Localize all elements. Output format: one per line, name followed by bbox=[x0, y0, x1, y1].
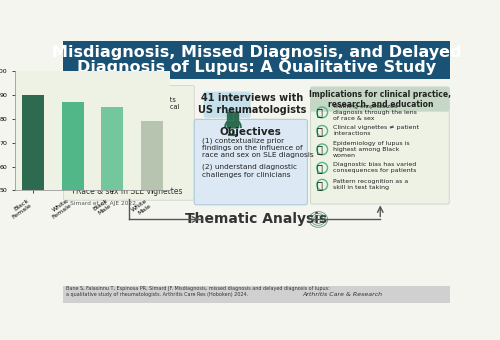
FancyBboxPatch shape bbox=[227, 112, 239, 129]
Text: Diagnosis of Lupus: A Qualitative Study: Diagnosis of Lupus: A Qualitative Study bbox=[76, 60, 436, 75]
Text: Objectives: Objectives bbox=[220, 127, 282, 137]
Text: ✋: ✋ bbox=[227, 109, 234, 122]
FancyBboxPatch shape bbox=[62, 286, 450, 303]
Text: We shared results from a prior
survey study¹ where participants
correctly diagno: We shared results from a prior survey st… bbox=[66, 88, 179, 124]
FancyBboxPatch shape bbox=[310, 87, 449, 112]
Text: Implications for clinical practice,
research, and education: Implications for clinical practice, rese… bbox=[309, 90, 451, 109]
FancyBboxPatch shape bbox=[310, 87, 449, 204]
Text: Race & sex in SLE vignettes: Race & sex in SLE vignettes bbox=[76, 187, 182, 196]
FancyBboxPatch shape bbox=[204, 91, 251, 118]
Text: Epidemiology of lupus is
highest among Black
women: Epidemiology of lupus is highest among B… bbox=[333, 141, 409, 158]
FancyBboxPatch shape bbox=[62, 41, 450, 79]
Text: 🔍: 🔍 bbox=[316, 144, 322, 154]
Text: Clinical vignettes ≠ patient
interactions: Clinical vignettes ≠ patient interaction… bbox=[333, 125, 419, 136]
FancyBboxPatch shape bbox=[194, 119, 308, 205]
Text: Misdiagnosis, Missed Diagnosis, and Delayed: Misdiagnosis, Missed Diagnosis, and Dela… bbox=[52, 45, 461, 60]
Text: Training emphasizes
diagnosis through the lens
of race & sex: Training emphasizes diagnosis through th… bbox=[333, 104, 417, 121]
Text: 🎓: 🎓 bbox=[316, 107, 322, 117]
Text: Arthritis Care & Research: Arthritis Care & Research bbox=[303, 292, 383, 298]
Text: Thematic Analysis: Thematic Analysis bbox=[185, 212, 328, 226]
Text: 41 interviews with
US rheumatologists: 41 interviews with US rheumatologists bbox=[198, 93, 306, 115]
Text: Pattern recognition as a
skill in test taking: Pattern recognition as a skill in test t… bbox=[333, 180, 408, 190]
Text: ❗: ❗ bbox=[316, 163, 322, 173]
Text: ¹ Simard et al. AJE 2022.: ¹ Simard et al. AJE 2022. bbox=[66, 200, 138, 206]
Bar bbox=[62, 102, 84, 309]
Text: Diagnostic bias has varied
consequences for patients: Diagnostic bias has varied consequences … bbox=[333, 163, 416, 173]
Bar bbox=[141, 121, 163, 309]
Text: (1) contextualize prior
findings on the influence of
race and sex on SLE diagnos: (1) contextualize prior findings on the … bbox=[202, 137, 314, 157]
Text: Bane S, Falasinnu T, Espinosa PR, Simard JF. Misdiagnosis, missed diagnosis and : Bane S, Falasinnu T, Espinosa PR, Simard… bbox=[66, 286, 330, 297]
Bar bbox=[22, 95, 44, 309]
FancyBboxPatch shape bbox=[64, 85, 194, 200]
Text: 💻: 💻 bbox=[316, 126, 322, 136]
Text: ⭕: ⭕ bbox=[316, 181, 322, 190]
Text: (2) understand diagnostic
challenges for clinicians: (2) understand diagnostic challenges for… bbox=[202, 164, 297, 177]
Bar bbox=[102, 107, 124, 309]
FancyBboxPatch shape bbox=[153, 88, 168, 108]
